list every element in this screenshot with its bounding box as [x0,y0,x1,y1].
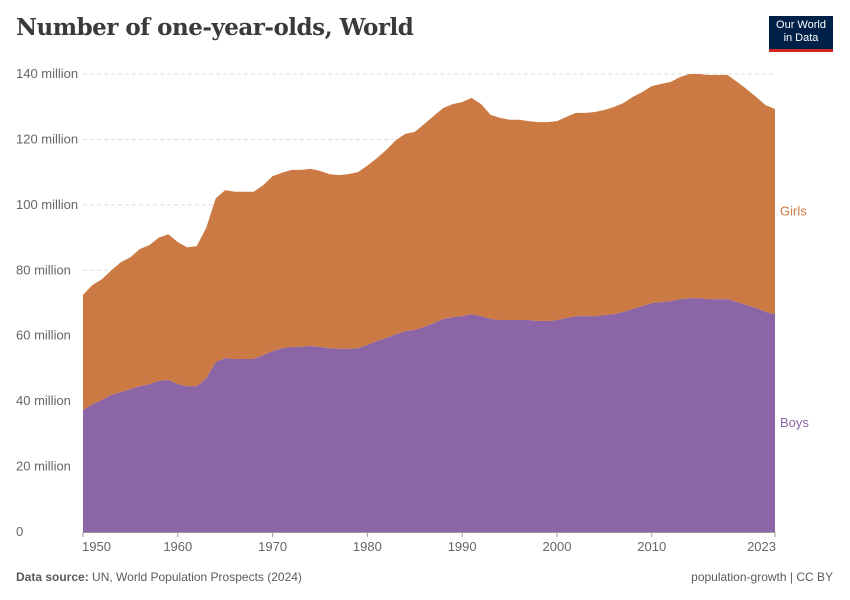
y-tick-label: 20 million [16,459,71,474]
source-label: Data source: [16,570,89,584]
chart-title: Number of one-year-olds, World [16,14,414,41]
x-tick-label: 2023 [747,539,776,554]
x-tick-label: 1950 [82,539,111,554]
logo-line1: Our World [776,19,826,31]
x-tick-label: 1970 [258,539,287,554]
x-tick-label: 2000 [543,539,572,554]
data-source: Data source: UN, World Population Prospe… [16,570,302,584]
y-tick-label: 100 million [16,197,78,212]
y-tick-label: 40 million [16,393,71,408]
area-boys [83,298,775,532]
y-tick-label: 60 million [16,328,71,343]
owid-logo[interactable]: Our World in Data [769,16,833,52]
y-tick-label: 0 [16,524,23,539]
footer-license[interactable]: population-growth | CC BY [691,570,833,584]
x-tick-label: 1960 [163,539,192,554]
y-tick-label: 120 million [16,131,78,146]
legend-label-boys: Boys [780,415,809,430]
source-text[interactable]: UN, World Population Prospects (2024) [92,570,302,584]
x-tick-label: 1980 [353,539,382,554]
y-tick-label: 140 million [16,66,78,81]
logo-line2: in Data [783,32,819,44]
legend-label-girls: Girls [780,204,807,219]
area-girls [83,74,775,410]
x-tick-label: 2010 [637,539,666,554]
x-tick-label: 1990 [448,539,477,554]
y-tick-label: 80 million [16,262,71,277]
